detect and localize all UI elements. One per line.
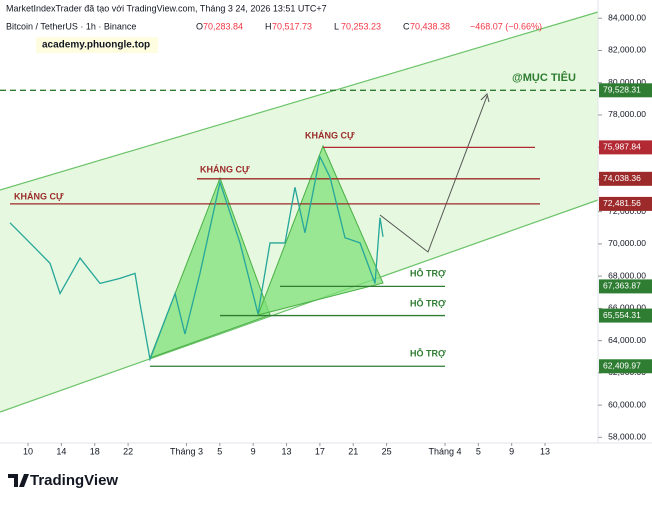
channel-lower	[0, 199, 599, 413]
x-tick-label: 22	[123, 446, 133, 456]
annotation: KHÁNG CỰ	[305, 130, 355, 140]
level-badge	[599, 308, 652, 323]
ohlc-key: H	[265, 21, 272, 31]
level-label: 79,528.31	[603, 85, 641, 95]
price-line	[9, 154, 384, 362]
annotation: @MỤC TIÊU	[512, 71, 576, 84]
ohlc-key: L	[334, 21, 339, 31]
level-badge	[599, 359, 652, 374]
logo-icon	[8, 474, 29, 487]
watermark: academy.phuongle.top	[42, 40, 150, 51]
x-tick-label: 9	[509, 446, 514, 456]
ohlc-key: O	[196, 21, 203, 31]
arrow-head	[480, 93, 490, 103]
y-tick-label: 66,000.00	[608, 303, 646, 313]
y-tick-label: 68,000.00	[608, 270, 646, 280]
x-tick-label: 5	[476, 446, 481, 456]
ohlc-value: 70,283.84	[203, 21, 243, 31]
level-label: 65,554.31	[603, 310, 641, 320]
ohlc-value: 70,438.38	[410, 21, 450, 31]
y-tick-label: 70,000.00	[608, 238, 646, 248]
annotation: HỖ TRỢ	[410, 347, 446, 358]
annotation: HỖ TRỢ	[410, 267, 446, 278]
y-tick-label: 60,000.00	[608, 399, 646, 409]
level-badge	[599, 279, 652, 294]
x-tick-label: 17	[315, 446, 325, 456]
channel-upper	[0, 11, 599, 191]
level-badge	[599, 83, 652, 98]
header: MarketIndexTrader đã tạo với TradingView…	[6, 3, 327, 13]
level-badge	[599, 171, 652, 186]
ohlc-value: 70,253.23	[341, 21, 381, 31]
level-badge	[599, 140, 652, 155]
x-tick-label: 13	[540, 446, 550, 456]
y-tick-label: 64,000.00	[608, 335, 646, 345]
x-tick-label: 5	[217, 446, 222, 456]
x-tick-label: 21	[348, 446, 358, 456]
level-label: 67,363.87	[603, 281, 641, 291]
y-tick-label: 58,000.00	[608, 432, 646, 442]
level-badge	[599, 196, 652, 211]
level-label: 62,409.97	[603, 361, 641, 371]
change: −468.07 (−0.66%)	[470, 21, 542, 31]
annotation: KHÁNG CỰ	[200, 164, 250, 174]
y-tick-label: 78,000.00	[608, 109, 646, 119]
x-tick-label: Tháng 3	[170, 446, 203, 456]
y-tick-label: 72,000.00	[608, 206, 646, 216]
level-label: 74,038.36	[603, 173, 641, 183]
symbol: Bitcoin / TetherUS · 1h · Binance	[6, 21, 136, 31]
y-tick-label: 80,000.00	[608, 77, 646, 87]
annotation: KHÁNG CỰ	[14, 191, 64, 201]
level-label: 72,481.56	[603, 198, 641, 208]
x-tick-label: 9	[251, 446, 256, 456]
y-tick-label: 82,000.00	[608, 45, 646, 55]
annotation: HỖ TRỢ	[410, 297, 446, 308]
x-tick-label: 18	[90, 446, 100, 456]
ohlc-value: 70,517.73	[272, 21, 312, 31]
x-tick-label: Tháng 4	[428, 446, 461, 456]
ohlc-key: C	[403, 21, 410, 31]
level-label: 75,987.84	[603, 142, 641, 152]
x-tick-label: 13	[282, 446, 292, 456]
y-tick-label: 84,000.00	[608, 12, 646, 22]
x-tick-label: 25	[382, 446, 392, 456]
watermark-bg	[36, 37, 158, 53]
pattern-right	[257, 144, 384, 316]
x-tick-label: 10	[23, 446, 33, 456]
x-tick-label: 14	[56, 446, 66, 456]
logo: TradingView	[30, 472, 118, 489]
